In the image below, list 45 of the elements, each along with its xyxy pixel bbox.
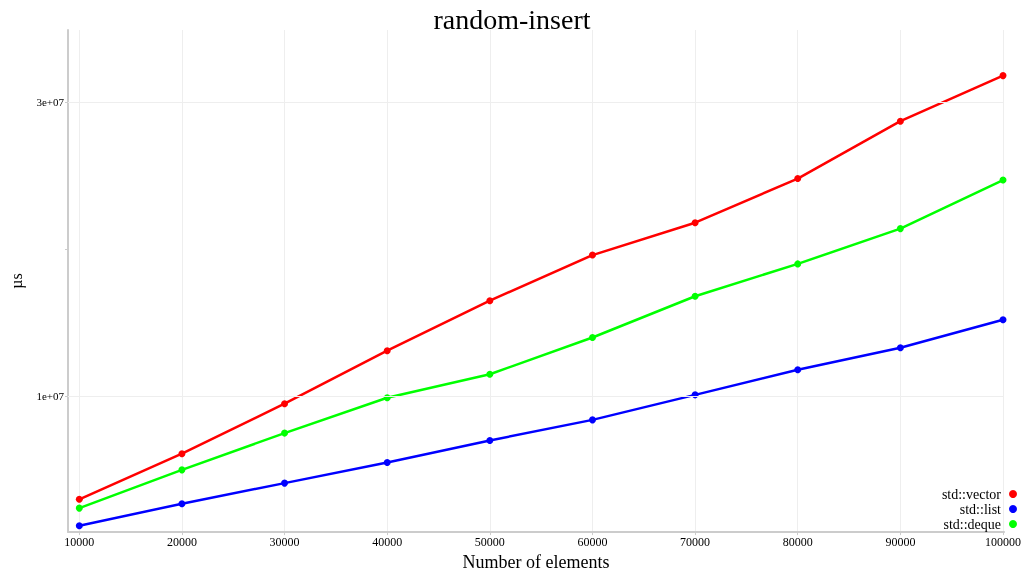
point [178, 466, 186, 474]
point [486, 436, 494, 444]
x-axis-title: Number of elements [462, 552, 610, 572]
x-tick-label: 80000 [782, 535, 813, 550]
point [486, 370, 494, 378]
point [588, 251, 596, 259]
point [896, 344, 904, 352]
x-tick-label: 70000 [680, 535, 711, 550]
point [383, 459, 391, 467]
y-axis-title: µs [7, 273, 26, 289]
point [383, 347, 391, 355]
point [896, 117, 904, 125]
x-tick-label: 20000 [166, 535, 197, 550]
point [794, 175, 802, 183]
point [281, 429, 289, 437]
x-tick-label: 100000 [985, 535, 1022, 550]
y-tick-label: 1e+07 [36, 390, 65, 403]
legend-label: std::deque [943, 516, 1001, 532]
point [281, 479, 289, 487]
point [588, 416, 596, 424]
point [281, 400, 289, 408]
legend-label: std::list [959, 501, 1002, 517]
point [794, 260, 802, 268]
point [178, 450, 186, 458]
point [75, 504, 83, 512]
point [999, 316, 1007, 324]
x-tick-label: 90000 [885, 535, 916, 550]
legend-label: std::vector [941, 486, 1002, 502]
chart-title: random-insert [433, 3, 591, 35]
point [999, 72, 1007, 80]
point [588, 333, 596, 341]
x-tick-label: 30000 [269, 535, 300, 550]
point [178, 500, 186, 508]
point [794, 366, 802, 374]
point [75, 522, 83, 530]
x-tick-label: 50000 [474, 535, 505, 550]
y-tick-label: 3e+07 [36, 96, 65, 109]
x-tick-label: 10000 [64, 535, 95, 550]
x-tick-label: 40000 [372, 535, 403, 550]
point [486, 297, 494, 305]
point [896, 225, 904, 233]
point [691, 219, 699, 227]
point [691, 292, 699, 300]
point [75, 495, 83, 503]
x-tick-label: 60000 [577, 535, 608, 550]
